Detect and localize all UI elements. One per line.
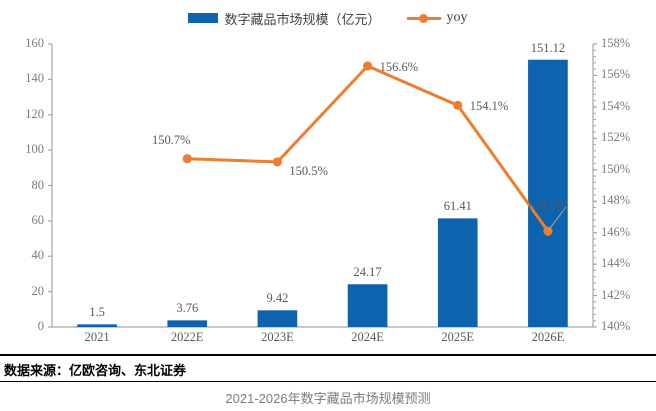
y-axis-left-tick: 100 bbox=[25, 142, 44, 157]
chart-legend: 数字藏品市场规模（亿元） yoy bbox=[0, 6, 656, 30]
bar-value-label: 24.17 bbox=[353, 265, 382, 280]
plot-area bbox=[48, 43, 597, 328]
line-value-label: 150.5% bbox=[289, 163, 328, 178]
legend-line-label: yoy bbox=[446, 10, 468, 25]
y-axis-right-tick: 154% bbox=[601, 98, 631, 113]
y-axis-left-tick: 80 bbox=[31, 177, 45, 192]
y-axis-right-tick: 150% bbox=[601, 161, 631, 176]
x-axis-tick-label: 2025E bbox=[441, 330, 475, 344]
x-axis-tick-label: 2026E bbox=[531, 330, 565, 344]
y-axis-right-tick: 144% bbox=[601, 256, 631, 271]
y-axis-left-tick: 0 bbox=[37, 319, 44, 333]
legend-line-swatch-icon bbox=[406, 12, 441, 24]
x-axis-tick-label: 2022E bbox=[170, 330, 204, 344]
legend-entry-bar[interactable]: 数字藏品市场规模（亿元） bbox=[188, 9, 381, 28]
bar-value-label: 151.12 bbox=[530, 40, 566, 55]
y-axis-right-tick: 158% bbox=[601, 36, 631, 50]
legend-bar-swatch-icon bbox=[188, 13, 219, 23]
y-axis-right-tick: 146% bbox=[601, 224, 631, 239]
y-axis-right-tick: 156% bbox=[601, 67, 631, 82]
y-axis-left-tick: 140 bbox=[25, 71, 44, 86]
plot-svg bbox=[48, 43, 597, 328]
footer-divider-bottom bbox=[0, 381, 656, 382]
y-axis-right-tick: 148% bbox=[601, 193, 631, 208]
bar-value-label: 1.5 bbox=[89, 305, 105, 320]
footer-divider-top bbox=[0, 354, 656, 356]
line-value-label: 146.1% bbox=[526, 199, 566, 214]
bar-value-label: 9.42 bbox=[266, 291, 289, 306]
y-axis-left-tick: 20 bbox=[31, 283, 45, 298]
figure-caption: 2021-2026年数字藏品市场规模预测 bbox=[225, 391, 431, 406]
y-axis-right-tick: 142% bbox=[601, 287, 631, 302]
x-axis-tick-label: 2023E bbox=[261, 330, 294, 344]
source-note: 数据来源：亿欧咨询、东北证券 bbox=[4, 363, 187, 378]
bar-value-label: 3.76 bbox=[176, 301, 199, 316]
y-axis-left-tick: 60 bbox=[31, 212, 45, 227]
x-axis-labels: 2021 2022E 2023E 2024E 2025E 2026E bbox=[52, 330, 593, 350]
y-axis-left-tick: 120 bbox=[25, 106, 44, 121]
y-axis-left-labels: 0 20 40 60 80 100 120 140 160 bbox=[0, 36, 45, 333]
y-axis-right-labels: 140% 142% 144% 146% 148% 150% 152% 154% 156% 158% bbox=[601, 36, 656, 333]
y-axis-right-tick: 140% bbox=[601, 319, 631, 333]
y-axis-right-tick: 152% bbox=[601, 130, 631, 145]
legend-bar-label: 数字藏品市场规模（亿元） bbox=[224, 11, 381, 27]
line-value-label: 156.6% bbox=[379, 60, 419, 74]
legend-entry-line[interactable]: yoy bbox=[406, 10, 468, 26]
bar-value-label: 61.41 bbox=[443, 199, 472, 214]
x-axis-tick-label: 2024E bbox=[351, 330, 384, 344]
line-value-label: 150.7% bbox=[151, 132, 191, 147]
x-axis-tick-label: 2021 bbox=[84, 330, 110, 344]
y-axis-left-tick: 40 bbox=[31, 248, 45, 263]
y-axis-left-tick: 160 bbox=[25, 36, 44, 50]
line-value-label: 154.1% bbox=[469, 99, 509, 114]
